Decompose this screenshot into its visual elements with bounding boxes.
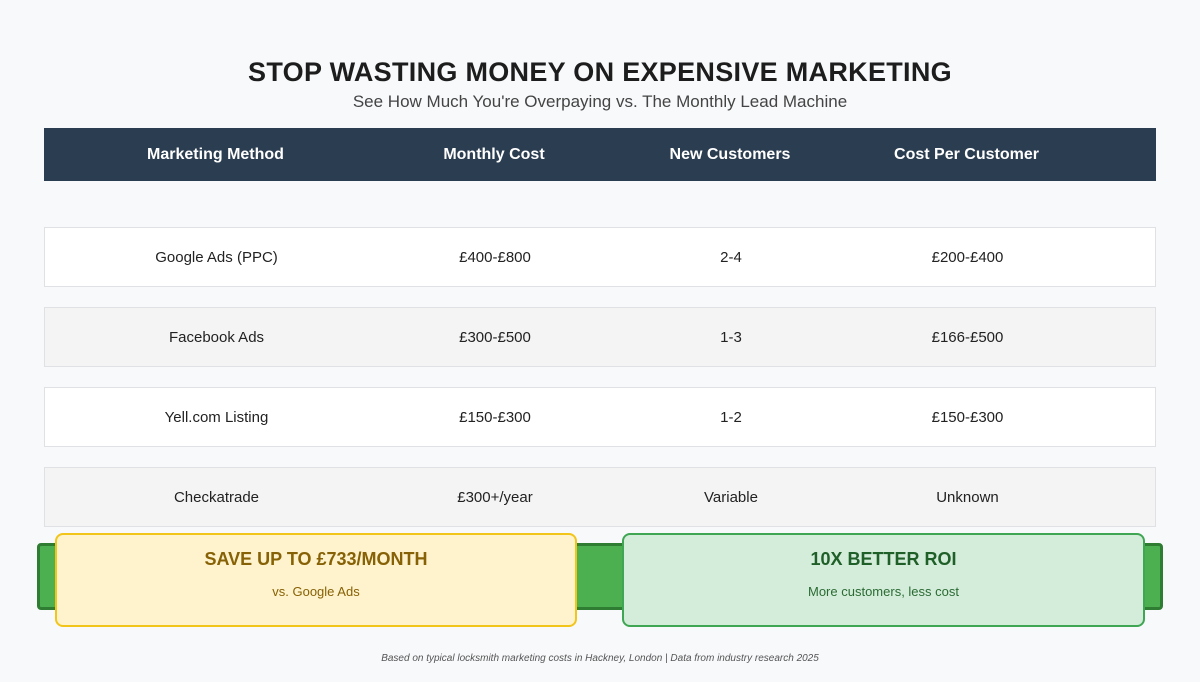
cell-cost-per-customer: £150-£300 xyxy=(931,408,1004,426)
cell-cost-per-customer: £166-£500 xyxy=(931,328,1004,346)
cell-new-customers: 2-4 xyxy=(720,248,742,266)
source-footnote: Based on typical locksmith marketing cos… xyxy=(381,653,819,664)
table-row-checkatrade: Checkatrade £300+/year Variable Unknown xyxy=(44,467,1156,527)
cell-method: Yell.com Listing xyxy=(164,408,269,426)
cell-monthly-cost: £300-£500 xyxy=(459,328,531,346)
cell-new-customers: 1-2 xyxy=(720,408,742,426)
table-row-google-ads: Google Ads (PPC) £400-£800 2-4 £200-£400 xyxy=(44,227,1156,287)
cell-monthly-cost: £300+/year xyxy=(457,488,533,506)
savings-headline: SAVE UP TO £733/MONTH xyxy=(204,549,428,569)
column-header-cost-per-customer: Cost Per Customer xyxy=(894,145,1039,163)
cell-method: Facebook Ads xyxy=(168,328,265,346)
column-header-monthly-cost: Monthly Cost xyxy=(443,145,545,163)
roi-subtext: More customers, less cost xyxy=(808,584,959,599)
roi-callout: 10X BETTER ROI More customers, less cost xyxy=(622,533,1145,627)
table-row-yell-listing: Yell.com Listing £150-£300 1-2 £150-£300 xyxy=(44,387,1156,447)
cell-monthly-cost: £150-£300 xyxy=(459,408,531,426)
cell-method: Google Ads (PPC) xyxy=(155,248,278,266)
page-subtitle: See How Much You're Overpaying vs. The M… xyxy=(352,92,848,111)
table-row-facebook-ads: Facebook Ads £300-£500 1-3 £166-£500 xyxy=(44,307,1156,367)
cell-monthly-cost: £400-£800 xyxy=(459,248,531,266)
cell-new-customers: 1-3 xyxy=(720,328,742,346)
savings-subtext: vs. Google Ads xyxy=(272,584,360,599)
column-header-new-customers: New Customers xyxy=(669,145,791,163)
cell-cost-per-customer: £200-£400 xyxy=(931,248,1004,266)
table-header: Marketing Method Monthly Cost New Custom… xyxy=(44,128,1156,181)
savings-callout: SAVE UP TO £733/MONTH vs. Google Ads xyxy=(55,533,577,627)
roi-headline: 10X BETTER ROI xyxy=(810,549,957,569)
cell-new-customers: Variable xyxy=(704,488,758,506)
column-header-marketing-method: Marketing Method xyxy=(147,145,284,163)
cell-cost-per-customer: Unknown xyxy=(936,488,999,506)
cell-method: Checkatrade xyxy=(173,488,260,506)
page-title: STOP WASTING MONEY ON EXPENSIVE MARKETIN… xyxy=(248,57,952,87)
